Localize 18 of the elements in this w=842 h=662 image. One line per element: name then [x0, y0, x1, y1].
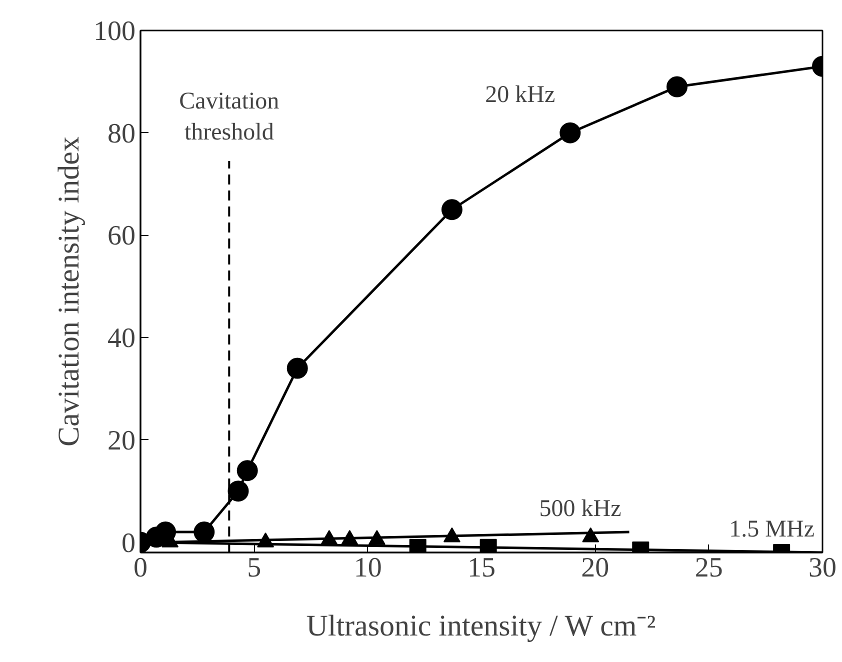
- ref-line-label: Cavitation threshold: [179, 88, 280, 146]
- x-tick-label: 15: [468, 552, 496, 584]
- x-tick-label: 30: [808, 552, 836, 584]
- y-tick-label: 40: [108, 323, 136, 354]
- series-label: 20 kHz: [485, 82, 556, 108]
- y-tick-label: 80: [108, 118, 136, 150]
- x-tick-label: 10: [354, 552, 382, 584]
- y-tick-label: 60: [108, 220, 136, 252]
- x-axis-title: Ultrasonic intensity / W cm⁻²: [306, 610, 656, 642]
- x-tick-label: 25: [694, 552, 723, 584]
- y-tick-label: 20: [108, 425, 136, 456]
- series-label: 1.5 MHz: [729, 516, 815, 542]
- y-axis-title: Cavitation intensity index: [52, 136, 86, 446]
- series-label: 500 kHz: [539, 496, 622, 522]
- x-tick-label: 5: [247, 552, 262, 584]
- x-tick-label: 20: [581, 552, 610, 584]
- y-tick-label: 100: [94, 16, 136, 47]
- y-tick-label: 0: [122, 528, 136, 559]
